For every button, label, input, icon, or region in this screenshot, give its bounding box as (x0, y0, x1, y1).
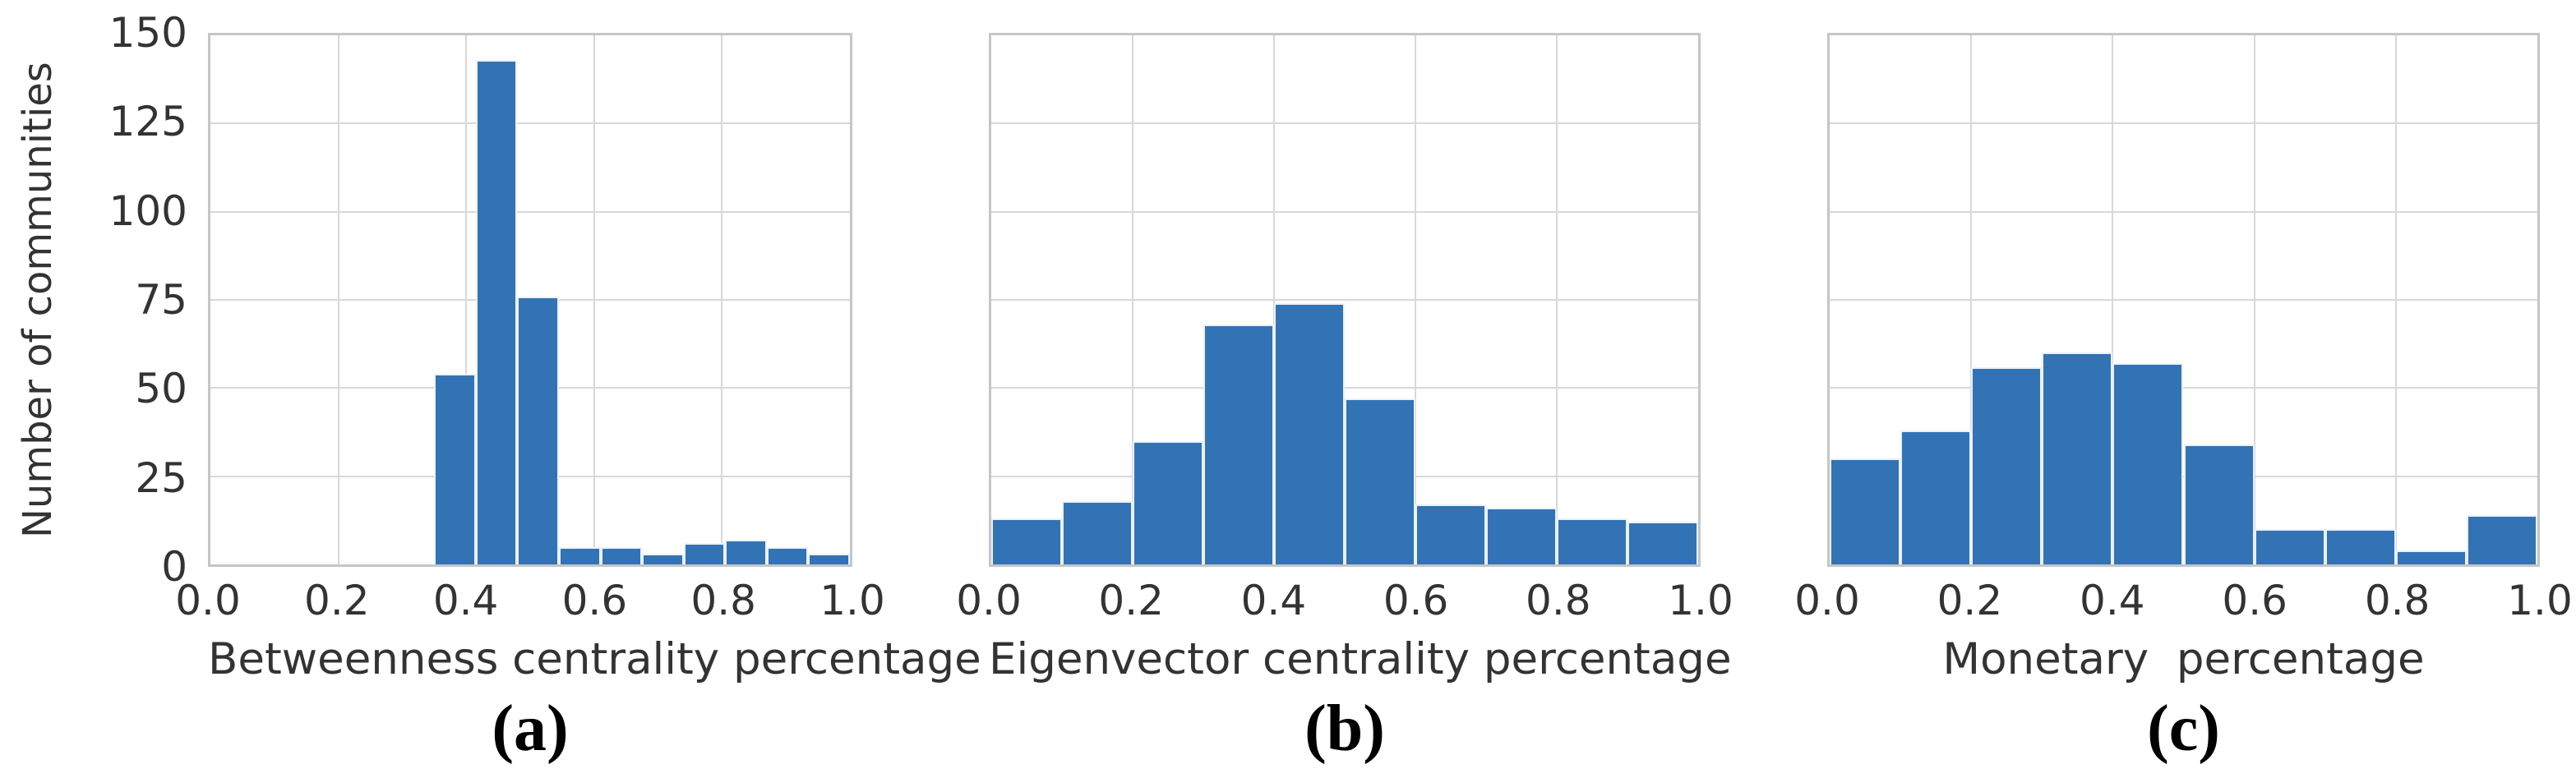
horizontal-gridline (1830, 122, 2537, 125)
horizontal-gridline (991, 299, 1698, 301)
histogram-bar (2466, 514, 2537, 564)
histogram-bar (1345, 398, 1415, 564)
panel-letter-a: (a) (492, 693, 569, 765)
horizontal-gridline (1830, 299, 2537, 301)
plot-area-b (989, 33, 1701, 567)
horizontal-gridline (991, 387, 1698, 389)
y-tick-labels: 0 25 50 75 100 125 150 (0, 9, 197, 591)
panel-c: 0.0 0.2 0.4 0.6 0.8 1.0 Monetary percentage (… (1794, 0, 2573, 778)
x-tick-label: 0.4 (2080, 577, 2145, 624)
horizontal-gridline (1830, 210, 2537, 213)
histogram-bar (1486, 508, 1557, 564)
x-tick-label: 1.0 (819, 577, 885, 624)
x-tick-label: 0.2 (1098, 577, 1164, 624)
panel-b: 0.0 0.2 0.4 0.6 0.8 1.0 Eigenvector centralit… (956, 0, 1733, 778)
y-tick-label: 75 (135, 276, 187, 324)
histogram-bar (725, 539, 767, 564)
panel-letter-c: (c) (2147, 693, 2220, 765)
histogram-bar (559, 546, 601, 564)
histogram-bar (808, 554, 850, 564)
x-tick-label: 0.8 (1526, 577, 1591, 624)
histogram-bar (434, 374, 476, 564)
histogram-bar (991, 518, 1062, 564)
y-tick-label: 50 (135, 365, 187, 413)
x-tick-label: 0.4 (432, 577, 499, 624)
y-tick-label: 150 (108, 9, 187, 57)
y-tick-label: 125 (108, 98, 187, 146)
histogram-bar (2254, 529, 2325, 564)
x-axis-title-c: Monetary percentage (1942, 634, 2425, 684)
x-tick-label: 0.0 (956, 577, 1022, 624)
x-tick-label: 1.0 (2507, 577, 2573, 624)
histogram-bar (2324, 529, 2396, 564)
plot-area-c (1827, 33, 2540, 567)
y-tick-label: 0 (161, 543, 187, 591)
histogram-bar (600, 546, 643, 564)
x-tick-label: 0.8 (690, 577, 756, 624)
histogram-bar (2183, 444, 2255, 564)
x-axis-title-a: Betweenness centrality percentage (208, 634, 981, 684)
histogram-bar (2042, 352, 2113, 564)
histogram-bar (517, 296, 559, 564)
histogram-bar (1133, 440, 1203, 564)
histogram-bar (1203, 325, 1274, 564)
histogram-bar (475, 60, 518, 564)
histogram-bar (1900, 430, 1972, 564)
y-tick-label: 25 (135, 453, 187, 502)
y-tick-label: 100 (108, 186, 187, 235)
histogram-bar (1830, 458, 1901, 564)
histogram-bar (2395, 550, 2467, 564)
histogram-bar (1971, 366, 2043, 564)
x-tick-label: 0.2 (1937, 577, 2003, 624)
x-tick-row-b: 0.0 0.2 0.4 0.6 0.8 1.0 (956, 577, 1733, 626)
panel-a: 0.0 0.2 0.4 0.6 0.8 1.0 Betweenness centralit… (175, 0, 981, 778)
histogram-bar (642, 554, 684, 564)
horizontal-gridline (210, 122, 850, 125)
x-tick-label: 0.6 (1383, 577, 1449, 624)
x-tick-label: 0.0 (175, 577, 241, 624)
panel-letter-b: (b) (1304, 693, 1385, 765)
histogram-bar (1415, 504, 1486, 564)
histogram-bar (2112, 363, 2184, 564)
histogram-bar (766, 546, 809, 564)
horizontal-gridline (210, 210, 850, 213)
x-tick-label: 0.6 (2222, 577, 2287, 624)
x-tick-label: 0.6 (561, 577, 628, 624)
horizontal-gridline (1830, 387, 2537, 389)
histogram-bar (1557, 518, 1627, 564)
plot-area-a (208, 33, 852, 567)
x-axis-title-b: Eigenvector centrality percentage (989, 634, 1732, 684)
x-tick-label: 0.8 (2364, 577, 2431, 624)
x-tick-label: 0.2 (304, 577, 370, 624)
x-tick-label: 0.4 (1240, 577, 1307, 624)
x-tick-row-a: 0.0 0.2 0.4 0.6 0.8 1.0 (175, 577, 885, 626)
histogram-bar (1274, 303, 1345, 564)
horizontal-gridline (991, 122, 1698, 125)
histogram-bar (1627, 522, 1698, 564)
histogram-bar (683, 543, 726, 564)
horizontal-gridline (991, 210, 1698, 213)
x-tick-label: 1.0 (1668, 577, 1733, 624)
x-tick-row-c: 0.0 0.2 0.4 0.6 0.8 1.0 (1794, 577, 2573, 626)
histogram-bar (1062, 500, 1133, 564)
x-tick-label: 0.0 (1794, 577, 1860, 624)
